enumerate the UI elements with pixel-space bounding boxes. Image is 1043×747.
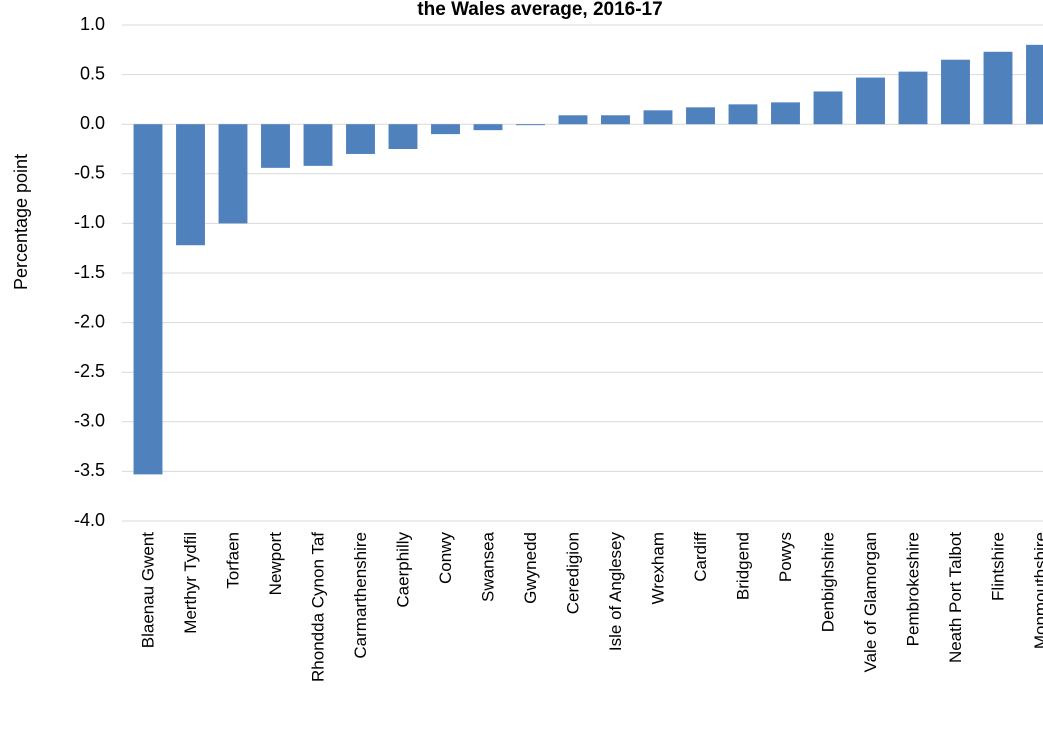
y-tick-label: -1.0 xyxy=(74,212,105,232)
x-tick-label: Ceredigion xyxy=(563,532,582,614)
y-tick-label: -2.5 xyxy=(74,361,105,381)
x-tick-label: Caerphilly xyxy=(393,532,412,608)
bar xyxy=(473,124,503,131)
bar xyxy=(643,110,673,125)
bar xyxy=(1026,44,1043,125)
bar xyxy=(771,102,800,125)
x-tick-label: Neath Port Talbot xyxy=(946,532,965,663)
y-tick-label: 0.0 xyxy=(80,113,105,133)
bar xyxy=(388,124,418,149)
x-tick-label: Rhondda Cynon Taf xyxy=(308,532,327,682)
bar xyxy=(686,107,715,125)
bar xyxy=(813,91,843,125)
x-tick-label: Conwy xyxy=(436,532,455,584)
chart-title: the Wales average, 2016-17 xyxy=(417,0,662,20)
x-tick-label: Blaenau Gwent xyxy=(138,532,157,649)
bar xyxy=(176,124,205,246)
x-tick-label: Cardiff xyxy=(691,532,710,582)
x-tick-label: Torfaen xyxy=(223,532,242,589)
y-tick-label: -3.0 xyxy=(74,411,105,431)
x-tick-label: Vale of Glamorgan xyxy=(861,532,880,672)
bar xyxy=(261,124,290,168)
y-axis-label: Percentage point xyxy=(11,154,31,290)
bar xyxy=(601,115,630,125)
y-tick-label: 0.5 xyxy=(80,63,105,83)
bar xyxy=(303,124,333,166)
x-tick-label: Gwynedd xyxy=(521,532,540,604)
x-tick-label: Newport xyxy=(266,532,285,596)
x-tick-label: Carmarthenshire xyxy=(351,532,370,659)
bar xyxy=(133,124,163,475)
bar xyxy=(431,124,460,135)
bar xyxy=(898,71,928,125)
x-tick-label: Bridgend xyxy=(733,532,752,600)
bar xyxy=(516,124,545,126)
x-tick-label: Isle of Anglesey xyxy=(606,532,625,652)
x-tick-label: Merthyr Tydfil xyxy=(181,532,200,634)
bar xyxy=(218,124,248,224)
y-tick-label: -3.5 xyxy=(74,460,105,480)
x-tick-label: Flintshire xyxy=(988,532,1007,601)
x-tick-label: Denbighshire xyxy=(818,532,837,632)
x-tick-label: Pembrokeshire xyxy=(903,532,922,646)
bar xyxy=(728,104,758,125)
y-tick-label: -2.0 xyxy=(74,311,105,331)
bar xyxy=(856,77,885,125)
x-tick-label: Monmouthshire xyxy=(1031,532,1043,649)
y-tick-label: -4.0 xyxy=(74,510,105,530)
y-tick-label: 1.0 xyxy=(80,14,105,34)
x-tick-label: Wrexham xyxy=(648,532,667,604)
x-tick-label: Swansea xyxy=(478,531,497,601)
y-tick-label: -1.5 xyxy=(74,262,105,282)
y-tick-label: -0.5 xyxy=(74,163,105,183)
bar xyxy=(346,124,375,154)
bar xyxy=(983,51,1013,125)
bar xyxy=(941,59,970,125)
x-tick-label: Powys xyxy=(776,532,795,582)
bar xyxy=(558,115,588,125)
